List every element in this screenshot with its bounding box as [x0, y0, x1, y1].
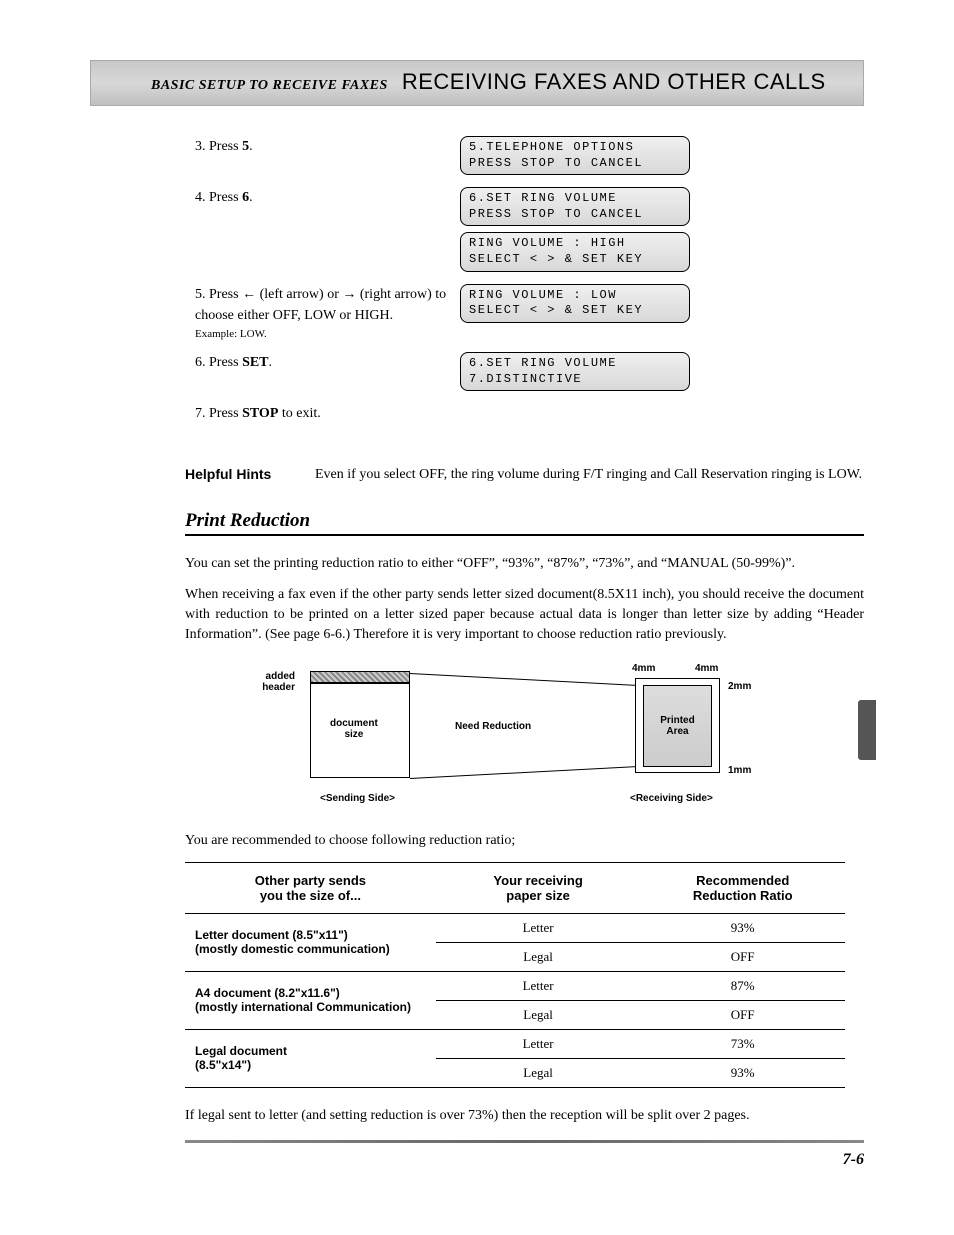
lcd2-l2: PRESS STOP TO CANCEL [469, 207, 681, 223]
step5-example: Example: LOW. [195, 326, 450, 343]
side-tab [858, 700, 876, 760]
step4-text: Press [209, 190, 242, 205]
header-left-text: BASIC SETUP TO RECEIVE FAXES [151, 78, 388, 94]
th-1: Other party sends you the size of... [185, 862, 436, 913]
cell-ratio: 87% [640, 971, 845, 1000]
step6-tail: . [269, 355, 273, 370]
lcd-box-3: RING VOLUME : HIGH SELECT < > & SET KEY [460, 232, 690, 271]
cell-paper: Letter [436, 913, 641, 942]
section-heading: Print Reduction [185, 510, 864, 536]
label-need-reduction: Need Reduction [455, 721, 531, 732]
step3-bold: 5 [242, 139, 249, 154]
cell-ratio: 93% [640, 1058, 845, 1087]
label-added-header: added header [240, 671, 295, 693]
step-row-5: 5. Press ← (left arrow) or → (right arro… [90, 284, 864, 343]
step3-text: Press [209, 139, 242, 154]
lcd4-l2: SELECT < > & SET KEY [469, 303, 681, 319]
step7-num: 7. [195, 406, 206, 421]
label-doc-size: document size [330, 718, 378, 740]
rec-line: You are recommended to choose following … [185, 831, 864, 851]
step5-a: Press [209, 287, 242, 302]
step-row-7: 7. Press STOP to exit. [90, 403, 864, 424]
table-row-label: Letter document (8.5"x11") (mostly domes… [185, 913, 436, 971]
step3-num: 3. [195, 139, 206, 154]
left-arrow-icon: ← [242, 287, 256, 302]
caption-sending: <Sending Side> [320, 793, 395, 804]
cell-paper: Legal [436, 1000, 641, 1029]
caption-receiving: <Receiving Side> [630, 793, 713, 804]
step7-tail: to exit. [278, 406, 320, 421]
step6-text: Press [209, 355, 242, 370]
cell-ratio: OFF [640, 942, 845, 971]
table-row-label: A4 document (8.2"x11.6") (mostly interna… [185, 971, 436, 1029]
printed-area-box: Printed Area [643, 685, 712, 767]
hints-text: Even if you select OFF, the ring volume … [315, 464, 862, 485]
lcd1-l2: PRESS STOP TO CANCEL [469, 156, 681, 172]
step-row-6: 6. Press SET. 6.SET RING VOLUME 7.DISTIN… [90, 352, 864, 397]
step-row-3: 3. Press 5. 5.TELEPHONE OPTIONS PRESS ST… [90, 136, 864, 181]
reduction-table: Other party sends you the size of... You… [185, 862, 845, 1088]
lcd-box-1: 5.TELEPHONE OPTIONS PRESS STOP TO CANCEL [460, 136, 690, 175]
lcd5-l2: 7.DISTINCTIVE [469, 372, 681, 388]
cell-ratio: 93% [640, 913, 845, 942]
step4-num: 4. [195, 190, 206, 205]
label-2mm: 2mm [728, 681, 751, 692]
header-banner: BASIC SETUP TO RECEIVE FAXES RECEIVING F… [90, 60, 864, 106]
guide-line-top [410, 673, 640, 686]
reduction-diagram: added header document size Need Reductio… [240, 663, 760, 813]
cell-paper: Letter [436, 1029, 641, 1058]
lcd5-l1: 6.SET RING VOLUME [469, 356, 681, 372]
cell-ratio: OFF [640, 1000, 845, 1029]
lcd2-l1: 6.SET RING VOLUME [469, 191, 681, 207]
th-2: Your receiving paper size [436, 862, 641, 913]
label-4mm-b: 4mm [695, 663, 718, 674]
lcd3-l2: SELECT < > & SET KEY [469, 252, 681, 268]
helpful-hints: Helpful Hints Even if you select OFF, th… [185, 464, 864, 485]
guide-line-bottom [410, 766, 640, 779]
label-1mm: 1mm [728, 765, 751, 776]
lcd-box-2: 6.SET RING VOLUME PRESS STOP TO CANCEL [460, 187, 690, 226]
lcd1-l1: 5.TELEPHONE OPTIONS [469, 140, 681, 156]
th-3: Recommended Reduction Ratio [640, 862, 845, 913]
page-number: 7-6 [90, 1151, 864, 1169]
cell-ratio: 73% [640, 1029, 845, 1058]
page: BASIC SETUP TO RECEIVE FAXES RECEIVING F… [0, 0, 954, 1209]
label-4mm-a: 4mm [632, 663, 655, 674]
cell-paper: Letter [436, 971, 641, 1000]
cell-paper: Legal [436, 1058, 641, 1087]
step7-text: Press [209, 406, 242, 421]
para-2: When receiving a fax even if the other p… [185, 585, 864, 646]
lcd3-l1: RING VOLUME : HIGH [469, 236, 681, 252]
right-arrow-icon: → [342, 287, 356, 302]
label-printed-area: Printed Area [660, 715, 694, 737]
para-1: You can set the printing reduction ratio… [185, 554, 864, 574]
step4-bold: 6 [242, 190, 249, 205]
table-body: Letter document (8.5"x11") (mostly domes… [185, 913, 845, 1087]
step6-bold: SET [242, 355, 268, 370]
header-right-text: RECEIVING FAXES AND OTHER CALLS [402, 69, 826, 95]
step3-tail: . [249, 139, 253, 154]
step-row-4: 4. Press 6. 6.SET RING VOLUME PRESS STOP… [90, 187, 864, 277]
table-row-label: Legal document (8.5"x14") [185, 1029, 436, 1087]
header-strip [310, 671, 410, 683]
step4-tail: . [249, 190, 253, 205]
lcd-box-5: 6.SET RING VOLUME 7.DISTINCTIVE [460, 352, 690, 391]
step5-b: (left arrow) or [256, 287, 342, 302]
lcd-box-4: RING VOLUME : LOW SELECT < > & SET KEY [460, 284, 690, 323]
para-3: If legal sent to letter (and setting red… [185, 1106, 864, 1126]
lcd4-l1: RING VOLUME : LOW [469, 288, 681, 304]
hints-label: Helpful Hints [185, 464, 315, 485]
step6-num: 6. [195, 355, 206, 370]
step7-bold: STOP [242, 406, 278, 421]
cell-paper: Legal [436, 942, 641, 971]
step5-num: 5. [195, 287, 206, 302]
bottom-rule [185, 1140, 864, 1143]
